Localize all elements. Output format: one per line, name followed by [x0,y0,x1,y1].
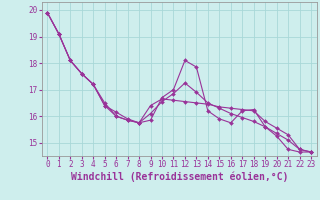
X-axis label: Windchill (Refroidissement éolien,°C): Windchill (Refroidissement éolien,°C) [70,172,288,182]
